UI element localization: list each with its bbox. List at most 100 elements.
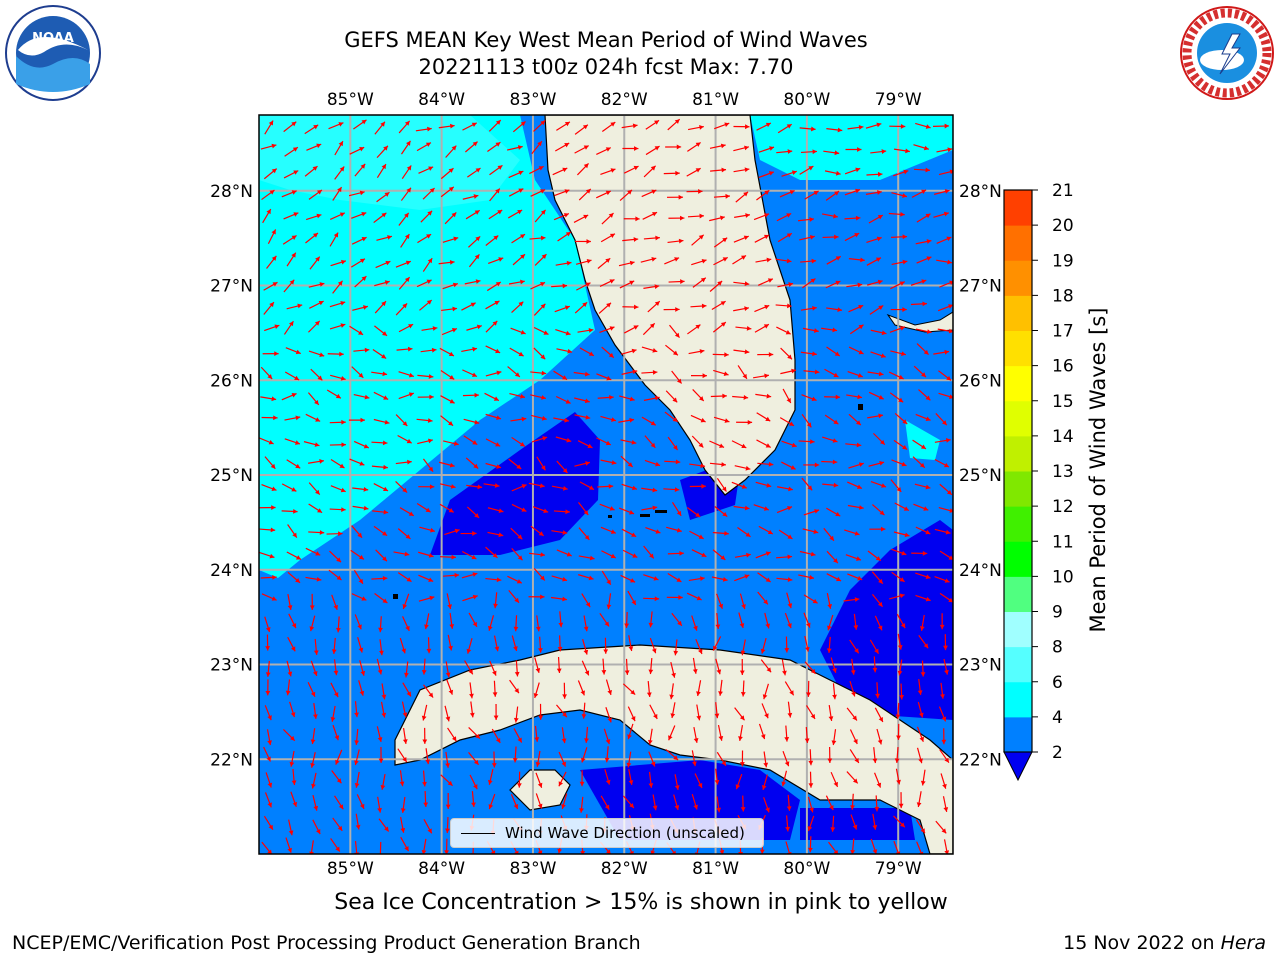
wind-arrow <box>511 547 523 561</box>
wind-arrow <box>530 189 546 197</box>
wind-arrow <box>913 167 931 173</box>
wind-arrow <box>464 141 478 153</box>
wind-arrow <box>287 571 301 584</box>
wind-arrow <box>916 256 932 264</box>
wind-arrow <box>357 637 364 653</box>
wind-arrow <box>735 191 749 203</box>
wind-arrow <box>512 121 526 133</box>
wind-arrow <box>584 726 589 743</box>
wind-arrow <box>647 728 653 745</box>
wind-arrow <box>561 727 567 744</box>
wind-arrow <box>709 143 726 149</box>
wind-arrow <box>826 636 832 653</box>
lon-tick-label-top: 79°W <box>875 90 922 110</box>
wind-arrow <box>832 683 837 700</box>
isle-of-youth <box>509 769 571 811</box>
lat-tick-label-left: 26°N <box>210 371 253 391</box>
wind-arrow <box>556 656 562 674</box>
wind-arrow <box>555 395 571 404</box>
wind-arrow <box>290 791 298 808</box>
lat-tick-label-left: 22°N <box>210 750 253 770</box>
wind-arrow <box>806 680 811 697</box>
colorbar-tick-label: 16 <box>1052 357 1074 377</box>
wind-arrow <box>487 768 494 785</box>
wind-arrow <box>287 593 293 610</box>
wind-arrow <box>940 682 945 699</box>
wind-arrow <box>471 791 476 808</box>
wind-arrow <box>737 365 748 380</box>
wind-arrow <box>803 594 818 604</box>
wind-arrow <box>939 749 950 764</box>
wind-arrow <box>312 795 319 811</box>
wind-arrow <box>535 772 543 788</box>
colorbar-segment <box>1004 190 1032 226</box>
wind-arrow <box>442 236 459 243</box>
wind-arrow <box>400 796 406 813</box>
wind-arrow <box>574 397 590 404</box>
wind-arrow <box>733 349 750 355</box>
wind-arrow <box>283 212 299 220</box>
wind-arrow <box>509 392 526 399</box>
wind-arrow <box>286 252 297 267</box>
wind-arrow <box>399 637 406 654</box>
wind-arrow <box>510 794 519 810</box>
wind-arrow <box>673 639 679 656</box>
wind-arrow <box>373 212 387 224</box>
wind-arrow <box>799 126 816 132</box>
wind-arrow <box>418 574 434 582</box>
wind-arrow <box>777 282 794 288</box>
wind-arrow <box>782 388 792 404</box>
wind-arrow <box>354 614 362 630</box>
wind-arrow <box>332 186 343 201</box>
colorbar-tick-label: 19 <box>1052 251 1074 271</box>
wind-arrow <box>803 462 820 468</box>
wind-arrow <box>667 550 684 556</box>
wind-arrow <box>757 352 774 357</box>
map-title: GEFS MEAN Key West Mean Period of Wind W… <box>344 28 868 52</box>
wind-arrow <box>776 554 793 560</box>
wind-arrow <box>354 163 366 177</box>
wind-arrow <box>398 371 415 378</box>
wind-arrow <box>402 593 410 610</box>
wind-arrow <box>846 707 858 721</box>
wind-arrow <box>534 209 547 223</box>
wind-arrow <box>288 819 294 836</box>
wind-arrow <box>574 461 591 467</box>
wind-arrow <box>913 365 927 378</box>
wind-arrow <box>645 119 660 130</box>
wind-arrow <box>307 681 316 697</box>
wind-arrow <box>848 346 864 355</box>
wind-arrow <box>874 795 880 812</box>
wind-arrow <box>943 839 950 854</box>
wind-arrow <box>395 303 408 316</box>
wind-arrow <box>510 416 527 422</box>
wind-arrow <box>600 233 616 243</box>
wind-arrow <box>935 413 948 426</box>
wind-arrow <box>939 280 953 288</box>
lon-tick-label-top: 82°W <box>601 90 648 110</box>
wind-arrow <box>934 575 950 583</box>
wind-arrow <box>510 527 523 540</box>
wind-arrow <box>603 728 611 745</box>
wind-arrow <box>688 576 705 582</box>
wind-arrow <box>822 482 839 488</box>
wind-arrow <box>554 142 570 152</box>
wind-arrow <box>581 660 590 676</box>
wind-arrow <box>376 726 383 743</box>
wind-arrow <box>780 368 797 375</box>
wind-arrow <box>753 213 770 221</box>
wind-arrow <box>735 325 752 331</box>
wind-arrow <box>511 635 518 652</box>
wind-arrow <box>716 593 724 609</box>
wind-arrow <box>581 747 588 763</box>
wind-arrow <box>911 550 928 556</box>
wind-arrow <box>378 747 384 764</box>
colorbar-tick-label: 21 <box>1052 181 1074 201</box>
wind-arrow <box>734 707 745 721</box>
wind-arrow <box>875 682 880 699</box>
wind-arrow <box>740 639 746 656</box>
wind-arrow <box>621 528 637 538</box>
wind-arrow <box>844 215 861 221</box>
wind-arrow <box>349 458 365 466</box>
wind-arrow <box>807 796 814 813</box>
